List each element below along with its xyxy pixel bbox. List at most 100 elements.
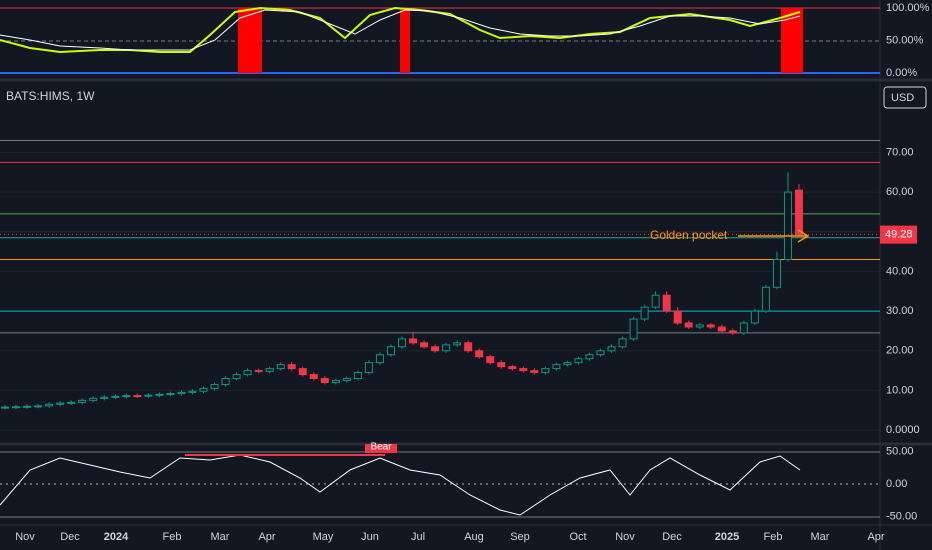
osc-tick-label: -50.00 bbox=[886, 510, 917, 522]
candle-body bbox=[673, 310, 682, 324]
symbol-title: BATS:HIMS, 1W bbox=[6, 89, 95, 103]
candle-body bbox=[331, 380, 340, 383]
annotation: Golden pocket bbox=[650, 228, 728, 242]
x-tick-label: Feb bbox=[764, 531, 783, 543]
candle-body bbox=[1, 406, 9, 409]
candle-body bbox=[398, 338, 406, 348]
candle-body bbox=[23, 405, 32, 408]
bottom-oscillator: Bear bbox=[0, 442, 880, 518]
candle-body bbox=[475, 350, 484, 358]
osc-line bbox=[0, 454, 801, 516]
osc-highlight bbox=[400, 8, 410, 73]
candle-body bbox=[155, 393, 164, 396]
candle-body bbox=[34, 405, 43, 408]
candle-body bbox=[409, 338, 418, 344]
osc-highlight bbox=[781, 8, 803, 73]
bear-label-box bbox=[365, 444, 397, 453]
candle-body bbox=[750, 310, 759, 324]
candle-body bbox=[541, 368, 550, 374]
candle-body bbox=[265, 368, 274, 372]
y-tick-label: 40.00 bbox=[886, 265, 914, 277]
x-tick-label: Dec bbox=[662, 531, 682, 543]
candle-body bbox=[243, 370, 252, 376]
candle-body bbox=[122, 395, 131, 398]
candle-body bbox=[574, 358, 583, 364]
last-price-box bbox=[880, 225, 917, 244]
candle-body bbox=[717, 326, 726, 332]
x-tick-label: 2025 bbox=[715, 531, 739, 543]
candle-body bbox=[651, 294, 660, 308]
x-tick-label: Apr bbox=[867, 531, 884, 543]
last-price-label: 49.28 bbox=[885, 229, 913, 241]
candle-body bbox=[386, 346, 395, 356]
candle-body bbox=[177, 391, 186, 395]
candle-body bbox=[783, 191, 792, 261]
x-tick-label: May bbox=[313, 531, 334, 543]
x-tick-label: Jul bbox=[411, 531, 425, 543]
osc-highlight bbox=[238, 8, 262, 73]
candle-body bbox=[276, 364, 285, 370]
x-tick-label: Jun bbox=[361, 531, 379, 543]
candle-body bbox=[618, 338, 627, 348]
candle-body bbox=[364, 362, 373, 374]
y-tick-label: 20.00 bbox=[886, 345, 914, 357]
candle-body bbox=[453, 342, 462, 346]
candle-body bbox=[486, 356, 495, 364]
currency-button[interactable] bbox=[883, 86, 927, 109]
candle-body bbox=[287, 364, 296, 370]
candle-body bbox=[464, 342, 473, 352]
osc-tick-label: 50.00% bbox=[886, 34, 924, 46]
candle-body bbox=[221, 378, 230, 385]
y-tick-label: 60.00 bbox=[886, 186, 914, 198]
candle-body bbox=[420, 342, 429, 348]
candle-body bbox=[607, 346, 616, 352]
x-tick-label: Mar bbox=[211, 531, 230, 543]
x-tick-label: Oct bbox=[569, 531, 586, 543]
candle-body bbox=[431, 346, 440, 352]
candle-body bbox=[728, 330, 737, 334]
annotation-arrowhead bbox=[797, 229, 810, 243]
x-tick-label: Dec bbox=[60, 531, 80, 543]
osc-tick-label: 0.00% bbox=[886, 67, 917, 79]
y-tick-label: 0.0000 bbox=[886, 424, 920, 436]
y-tick-label: 70.00 bbox=[886, 146, 914, 158]
candle-body bbox=[684, 322, 693, 328]
candle-body bbox=[695, 324, 704, 328]
osc-tick-label: 0.00 bbox=[886, 478, 907, 490]
candle-body bbox=[442, 344, 451, 352]
x-tick-label: Mar bbox=[811, 531, 830, 543]
currency-label[interactable]: USD bbox=[891, 92, 914, 104]
candle-body bbox=[210, 383, 219, 389]
candle-body bbox=[166, 393, 175, 396]
candle-body bbox=[133, 395, 142, 398]
candle-body bbox=[45, 403, 54, 407]
x-tick-label: Aug bbox=[464, 531, 484, 543]
x-tick-label: 2024 bbox=[104, 531, 129, 543]
candle-body bbox=[298, 368, 307, 376]
candle-body bbox=[232, 374, 241, 380]
candle-body bbox=[761, 286, 770, 312]
candle-body bbox=[342, 378, 351, 382]
candle-body bbox=[706, 324, 715, 328]
candle-body bbox=[375, 354, 384, 364]
osc-signal-line bbox=[0, 9, 801, 51]
candle-body bbox=[12, 406, 21, 409]
x-tick-label: Apr bbox=[258, 531, 275, 543]
candle-body bbox=[795, 189, 803, 236]
candle-body bbox=[596, 350, 605, 356]
candle-body bbox=[199, 387, 208, 392]
candle-body bbox=[563, 362, 572, 366]
top-oscillator bbox=[0, 6, 880, 74]
candle-body bbox=[78, 399, 87, 403]
candle-body bbox=[56, 402, 65, 405]
candle-body bbox=[353, 372, 362, 380]
osc-tick-label: 100.00% bbox=[886, 2, 930, 14]
candle-body bbox=[585, 354, 594, 360]
candle-body bbox=[67, 401, 76, 404]
candle-body bbox=[508, 366, 517, 370]
osc-tick-label: 50.00 bbox=[886, 445, 914, 457]
candle-body bbox=[497, 362, 506, 368]
candle-body bbox=[188, 390, 197, 393]
